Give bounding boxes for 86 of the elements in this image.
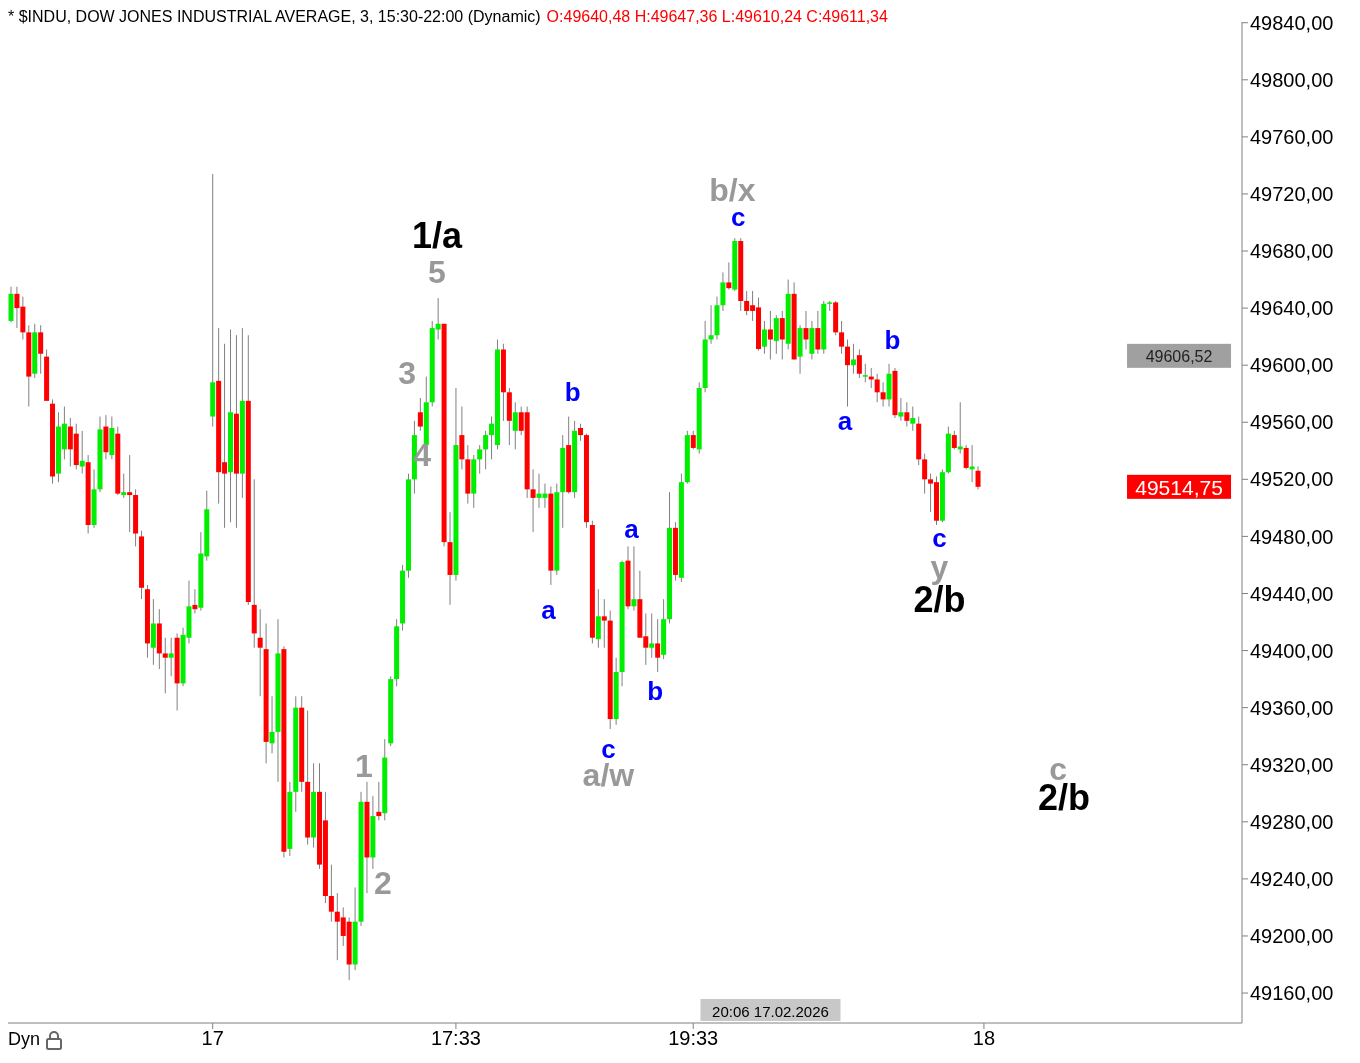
candlestick (951, 430, 957, 450)
annotation: 1 (355, 747, 373, 784)
y-tick-label: 49280,00 (1250, 810, 1334, 833)
candlestick (690, 430, 696, 450)
candlestick (969, 444, 975, 483)
candlestick (649, 612, 655, 659)
annotation: b (884, 325, 901, 356)
annotation: 3 (398, 355, 417, 392)
candlestick (761, 320, 767, 355)
candlestick (767, 310, 773, 360)
candlestick (168, 637, 174, 677)
annotation: a (837, 406, 853, 437)
candlestick (898, 397, 904, 422)
y-tick-label: 49440,00 (1250, 582, 1334, 605)
candlestick (127, 454, 133, 533)
candlestick (328, 864, 334, 923)
candlestick (779, 310, 785, 360)
annotation: c (601, 733, 616, 764)
candlestick (963, 444, 969, 470)
y-tick-label: 49480,00 (1250, 525, 1334, 548)
candlestick (720, 271, 726, 312)
candlestick (874, 373, 880, 403)
y-tick-label: 49720,00 (1250, 183, 1334, 206)
candlestick (121, 473, 127, 499)
candlestick (845, 338, 851, 408)
x-tick-label: 18 (972, 1027, 996, 1050)
candlestick (850, 343, 856, 375)
y-tick-label: 49240,00 (1250, 867, 1334, 890)
candlestick (803, 310, 809, 350)
candlestick (417, 397, 423, 432)
annotation: 5 (428, 254, 446, 291)
annotation: b (647, 675, 664, 706)
candlestick (477, 444, 483, 475)
candlestick (512, 401, 518, 450)
candlestick (269, 695, 275, 754)
annotation: c (932, 522, 947, 553)
annotation: a (541, 594, 557, 625)
candlestick (975, 465, 981, 490)
candlestick (856, 348, 862, 379)
x-tick-label: 17:33 (430, 1027, 481, 1050)
annotation: a (624, 513, 640, 544)
candlestick (655, 618, 661, 673)
candlestick (595, 588, 601, 649)
y-tick-label: 49400,00 (1250, 639, 1334, 662)
y-tick-label: 49840,00 (1250, 11, 1334, 34)
y-tick-label: 49800,00 (1250, 68, 1334, 91)
candlestick (631, 545, 637, 612)
annotation: 1/a (411, 214, 463, 256)
candlestick (904, 401, 910, 428)
y-tick-label: 49320,00 (1250, 753, 1334, 776)
text: Dyn (8, 1029, 41, 1050)
annotation: 49514,75 (1135, 476, 1223, 500)
candlestick (530, 468, 536, 533)
candlestick (862, 363, 868, 383)
candlestick (815, 310, 821, 355)
y-tick-label: 49520,00 (1250, 468, 1334, 491)
candlestick (880, 381, 886, 408)
chart-subtitle: O:49640,48 H:49647,36 L:49610,24 C:49611,34 (546, 8, 888, 25)
y-tick-label: 49160,00 (1250, 982, 1334, 1005)
candlestick (708, 304, 714, 345)
annotation: b (564, 377, 581, 408)
candlestick (376, 781, 382, 821)
x-tick-label: 17 (201, 1027, 224, 1050)
candlestick (773, 314, 779, 355)
candlestick (162, 637, 168, 694)
y-tick-label: 49760,00 (1250, 125, 1334, 148)
y-tick-label: 49680,00 (1250, 240, 1334, 263)
candlestick (910, 406, 916, 432)
y-tick-label: 49560,00 (1250, 411, 1334, 434)
annotation: 49606,52 (1145, 348, 1213, 366)
candlestick (483, 430, 489, 470)
candlestick (38, 324, 44, 375)
y-tick-label: 49600,00 (1250, 354, 1334, 377)
annotation: 2 (374, 864, 392, 901)
y-tick-label: 49360,00 (1250, 696, 1334, 719)
candlestick (922, 453, 928, 495)
candlestick (839, 320, 845, 355)
candlestick (601, 598, 607, 649)
y-tick-label: 49200,00 (1250, 925, 1334, 948)
chart-title: * $INDU, DOW JONES INDUSTRIAL AVERAGE, 3, 15:30-22:00 (Dynamic) (8, 8, 541, 25)
candlestick (192, 588, 198, 614)
y-tick-label: 49640,00 (1250, 297, 1334, 320)
annotation: 20:06 17.02.2026 (712, 1002, 829, 1020)
candlestick (726, 261, 732, 291)
candlestick (257, 608, 263, 697)
x-tick-label: 19:33 (668, 1027, 719, 1050)
